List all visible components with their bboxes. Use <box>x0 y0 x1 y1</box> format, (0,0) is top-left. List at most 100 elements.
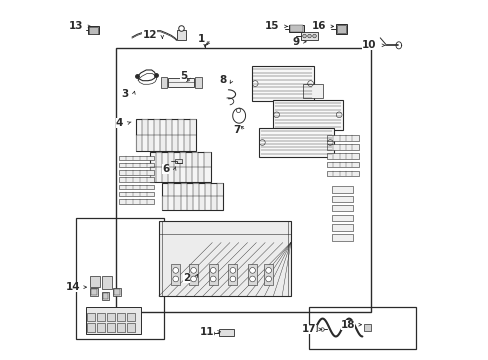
Bar <box>149 167 156 182</box>
Bar <box>102 293 108 298</box>
Bar <box>162 167 168 182</box>
Bar <box>186 167 192 182</box>
Bar <box>326 135 358 141</box>
Circle shape <box>265 267 271 273</box>
Bar <box>135 135 142 152</box>
Bar <box>290 25 303 32</box>
Bar <box>162 183 223 210</box>
Circle shape <box>302 34 305 38</box>
Bar <box>119 156 154 160</box>
Bar <box>117 312 125 321</box>
Bar <box>90 276 100 287</box>
Bar <box>364 324 370 331</box>
Bar <box>190 119 196 135</box>
Bar <box>91 289 97 295</box>
Bar <box>219 329 233 336</box>
Bar <box>228 264 237 285</box>
Bar <box>272 100 342 130</box>
Bar <box>180 183 186 197</box>
Bar <box>331 186 353 193</box>
Circle shape <box>229 276 235 282</box>
Bar <box>180 153 186 167</box>
Text: 13: 13 <box>69 21 83 31</box>
Bar <box>189 264 198 285</box>
Bar <box>258 128 333 157</box>
Circle shape <box>265 276 271 282</box>
Bar <box>119 192 154 197</box>
Circle shape <box>249 276 255 282</box>
Bar <box>172 135 178 152</box>
Bar <box>326 162 358 167</box>
Bar <box>210 197 217 210</box>
Text: 4: 4 <box>116 118 123 128</box>
Bar <box>142 119 147 135</box>
Bar <box>113 288 121 296</box>
Bar <box>171 264 180 285</box>
Bar <box>160 135 165 152</box>
Circle shape <box>190 276 196 282</box>
Bar <box>107 323 115 332</box>
Bar <box>204 183 210 197</box>
Bar <box>149 153 210 182</box>
Bar <box>97 323 105 332</box>
Bar <box>326 171 358 176</box>
Bar <box>85 307 141 334</box>
Bar <box>117 323 125 332</box>
Bar <box>198 197 204 210</box>
Bar <box>288 24 304 32</box>
Bar <box>114 289 120 295</box>
Bar <box>168 153 174 167</box>
Bar <box>186 197 192 210</box>
Bar <box>311 324 316 331</box>
Bar <box>76 217 164 339</box>
Bar <box>107 312 115 321</box>
Bar <box>102 276 111 289</box>
Bar <box>87 323 95 332</box>
Text: 9: 9 <box>292 37 299 47</box>
Circle shape <box>173 267 178 273</box>
Text: 6: 6 <box>162 164 169 174</box>
Text: 1: 1 <box>198 34 205 44</box>
Text: 8: 8 <box>219 75 226 85</box>
Bar <box>97 312 105 321</box>
Bar <box>184 135 190 152</box>
Text: 2: 2 <box>183 273 190 283</box>
Bar <box>119 163 154 167</box>
Circle shape <box>210 267 216 273</box>
Bar <box>159 221 290 296</box>
Text: 18: 18 <box>340 320 354 330</box>
Bar <box>88 26 99 34</box>
Bar <box>192 153 198 167</box>
Bar <box>127 312 135 321</box>
Bar <box>176 30 185 40</box>
Bar <box>165 119 172 135</box>
Bar <box>264 264 272 285</box>
Text: 10: 10 <box>362 40 376 50</box>
Bar <box>87 312 95 321</box>
Text: 12: 12 <box>142 30 157 40</box>
Circle shape <box>190 267 196 273</box>
Bar <box>153 119 160 135</box>
Bar <box>303 84 323 98</box>
Text: 5: 5 <box>180 71 187 81</box>
Text: 15: 15 <box>264 21 279 31</box>
Text: 11: 11 <box>199 327 214 337</box>
Bar <box>162 197 168 210</box>
Bar <box>335 24 346 34</box>
Bar <box>116 48 370 312</box>
Text: 14: 14 <box>65 282 80 292</box>
Bar <box>331 205 353 211</box>
Bar <box>161 77 167 88</box>
Bar <box>135 119 196 152</box>
Bar <box>168 183 174 197</box>
Bar <box>247 264 257 285</box>
Bar <box>331 224 353 231</box>
Bar <box>147 135 153 152</box>
Circle shape <box>173 276 178 282</box>
Bar <box>178 119 184 135</box>
Circle shape <box>307 34 311 38</box>
Bar <box>119 199 154 203</box>
Bar <box>89 27 98 33</box>
Bar <box>156 153 162 167</box>
Text: 17: 17 <box>301 324 315 334</box>
